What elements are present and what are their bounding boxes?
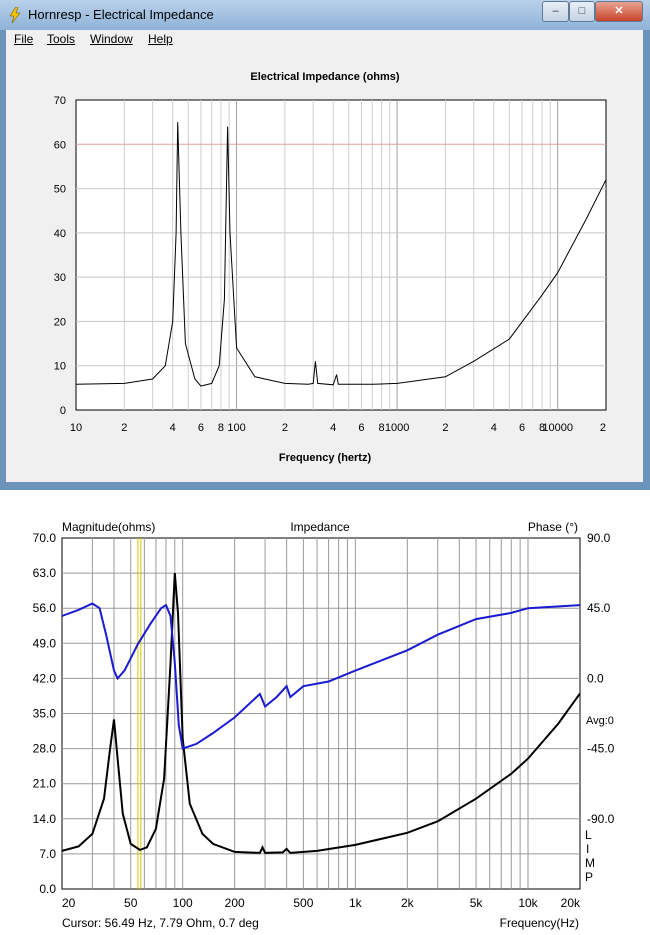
bottom-x-tick-label: 5k: [470, 896, 484, 910]
limp-letter-l: L: [585, 828, 592, 842]
top-x-tick-label: 8: [539, 422, 545, 434]
menu-file[interactable]: File: [14, 32, 34, 46]
top-x-tick-label: 4: [170, 422, 176, 434]
top-y-tick-label: 20: [54, 316, 66, 328]
bottom-x-tick-label: 50: [124, 896, 138, 910]
top-x-tick-label: 6: [519, 422, 525, 434]
bottom-right-tick-label: -45.0: [587, 742, 615, 756]
phase-curve: [61, 602, 581, 750]
menu-window[interactable]: Window: [90, 32, 133, 46]
top-y-tick-label: 0: [60, 405, 66, 417]
bottom-right-tick-label: 0.0: [587, 671, 604, 685]
bottom-left-tick-label: 14.0: [33, 812, 57, 826]
bottom-xlabel: Frequency(Hz): [500, 916, 579, 930]
right-axis-label: Phase (°): [528, 520, 578, 534]
bottom-x-tick-label: 20k: [561, 896, 581, 910]
bottom-left-tick-label: 28.0: [33, 742, 57, 756]
bottom-left-tick-label: 42.0: [33, 671, 57, 685]
limp-letter-i: I: [586, 842, 589, 856]
top-chart-xlabel: Frequency (hertz): [279, 452, 372, 464]
hornresp-window: Hornresp - Electrical Impedance – □ ✕ Fi…: [0, 0, 650, 490]
cursor-readout: Cursor: 56.49 Hz, 7.79 Ohm, 0.7 deg: [62, 916, 259, 930]
top-x-tick-label: 8: [218, 422, 224, 434]
top-x-tick-label: 10: [70, 422, 82, 434]
top-y-tick-label: 60: [54, 139, 66, 151]
menu-help[interactable]: Help: [148, 32, 173, 46]
top-x-tick-label: 2: [121, 422, 127, 434]
top-x-tick-label: 4: [330, 422, 336, 434]
minimize-button[interactable]: –: [542, 1, 569, 22]
bottom-left-tick-label: 70.0: [33, 531, 57, 545]
top-x-tick-label: 100: [227, 422, 245, 434]
maximize-button[interactable]: □: [569, 1, 595, 22]
top-x-tick-label: 8: [378, 422, 384, 434]
window-title: Hornresp - Electrical Impedance: [28, 7, 214, 22]
limp-letter-m: M: [585, 856, 595, 870]
menu-bar: File Tools Window Help: [6, 30, 643, 50]
top-y-tick-label: 10: [54, 361, 66, 373]
bottom-chart-title: Impedance: [290, 520, 350, 534]
top-x-tick-label: 2: [282, 422, 288, 434]
bottom-right-tick-label: -90.0: [587, 812, 615, 826]
bottom-left-tick-label: 63.0: [33, 566, 57, 580]
top-x-tick-label: 6: [358, 422, 364, 434]
left-axis-label: Magnitude(ohms): [62, 520, 155, 534]
top-y-tick-label: 30: [54, 272, 66, 284]
bottom-x-tick-label: 1k: [349, 896, 363, 910]
bottom-x-tick-label: 100: [173, 896, 193, 910]
chart-area: 0 10 20 30 40 50 60 70 10 2 4 6 8 100 2 4 6 8 1000 2 4 6 8 1000…: [6, 50, 643, 482]
impedance-chart-rew: 0.0 7.0 14.0 21.0 28.0 35.0 42.0 49.0 56.0 63.0 70…: [33, 520, 615, 930]
rew-impedance-panel: 0.0 7.0 14.0 21.0 28.0 35.0 42.0 49.0 56.0 63.0 70…: [0, 490, 650, 935]
top-y-tick-label: 40: [54, 228, 66, 240]
top-chart-title: Electrical Impedance (ohms): [250, 71, 399, 83]
bottom-left-tick-label: 35.0: [33, 707, 57, 721]
lightning-icon: [9, 7, 21, 23]
top-x-tick-label: 6: [198, 422, 204, 434]
top-x-tick-label: 2: [600, 422, 606, 434]
top-impedance-curve: [75, 122, 607, 387]
close-button[interactable]: ✕: [595, 1, 643, 22]
bottom-left-tick-label: 56.0: [33, 601, 57, 615]
bottom-right-tick-label: 90.0: [587, 531, 611, 545]
top-y-tick-label: 70: [54, 95, 66, 107]
bottom-left-tick-label: 49.0: [33, 636, 57, 650]
magnitude-curve: [61, 573, 581, 854]
bottom-x-tick-label: 500: [293, 896, 313, 910]
bottom-right-tick-label: 45.0: [587, 601, 611, 615]
top-x-tick-label: 4: [491, 422, 497, 434]
limp-letter-p: P: [585, 870, 593, 884]
bottom-x-tick-label: 20: [62, 896, 76, 910]
bottom-x-tick-label: 10k: [518, 896, 538, 910]
top-y-tick-label: 50: [54, 184, 66, 196]
bottom-left-tick-label: 21.0: [33, 777, 57, 791]
title-bar[interactable]: Hornresp - Electrical Impedance – □ ✕: [0, 0, 650, 30]
top-x-tick-label: 1000: [385, 422, 409, 434]
avg-label: Avg:0: [586, 715, 614, 727]
bottom-left-tick-label: 7.0: [39, 847, 56, 861]
top-x-tick-label: 2: [442, 422, 448, 434]
top-plot-frame: [75, 99, 607, 411]
menu-tools[interactable]: Tools: [47, 32, 76, 46]
bottom-left-tick-label: 0.0: [39, 882, 56, 896]
bottom-x-tick-label: 200: [225, 896, 245, 910]
top-x-tick-label: 10000: [542, 422, 573, 434]
bottom-x-tick-label: 2k: [401, 896, 415, 910]
